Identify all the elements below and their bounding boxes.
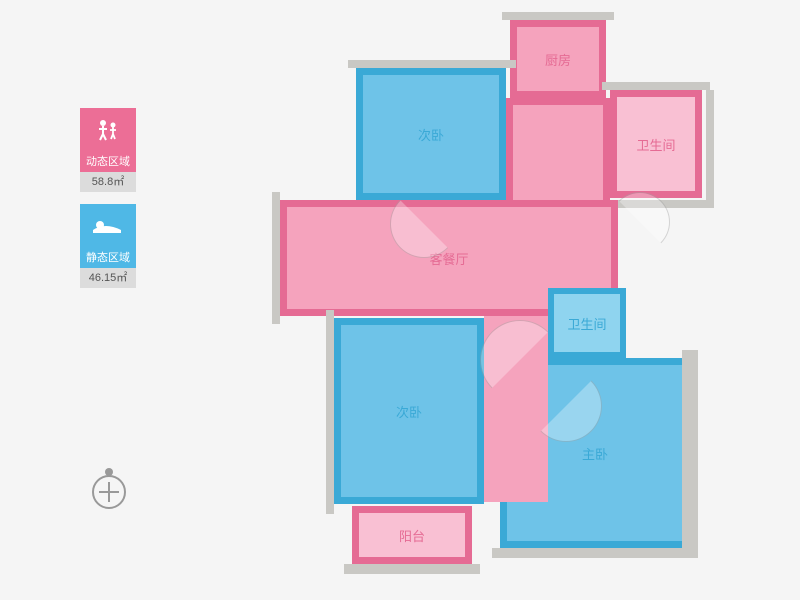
room-kitchen: 厨房 xyxy=(510,20,606,98)
room-balcony: 阳台 xyxy=(352,506,472,564)
legend-static-label: 静态区域 xyxy=(80,248,136,268)
room-bath1: 卫生间 xyxy=(610,90,702,198)
wall-segment xyxy=(502,12,614,20)
wall-segment xyxy=(706,90,714,208)
people-icon xyxy=(80,108,136,152)
wall-segment xyxy=(344,564,480,574)
room-label: 次卧 xyxy=(418,125,444,144)
room-label: 卫生间 xyxy=(567,314,606,333)
wall-segment xyxy=(272,192,280,324)
wall-segment xyxy=(682,350,698,556)
legend-dynamic-value: 58.8㎡ xyxy=(80,172,136,192)
room-living-upper xyxy=(506,98,610,208)
room-bed2b: 次卧 xyxy=(334,318,484,504)
legend-dynamic: 动态区域 58.8㎡ xyxy=(80,108,136,192)
room-label: 主卧 xyxy=(582,444,608,463)
compass-icon xyxy=(92,475,126,509)
room-label: 阳台 xyxy=(399,526,425,545)
door-arc xyxy=(610,192,670,252)
floorplan: 厨房次卧卫生间客餐厅卫生间次卧主卧阳台 xyxy=(280,20,720,580)
wall-segment xyxy=(602,82,710,90)
room-label: 卫生间 xyxy=(636,135,675,154)
wall-segment xyxy=(326,310,334,514)
room-bath2: 卫生间 xyxy=(548,288,626,358)
room-label: 次卧 xyxy=(396,402,422,421)
legend-dynamic-label: 动态区域 xyxy=(80,152,136,172)
legend-static: 静态区域 46.15㎡ xyxy=(80,204,136,288)
room-label: 厨房 xyxy=(545,50,571,69)
legend-static-value: 46.15㎡ xyxy=(80,268,136,288)
wall-segment xyxy=(348,60,516,68)
wall-segment xyxy=(492,548,698,558)
sleep-icon xyxy=(80,204,136,248)
room-bed2a: 次卧 xyxy=(356,68,506,200)
